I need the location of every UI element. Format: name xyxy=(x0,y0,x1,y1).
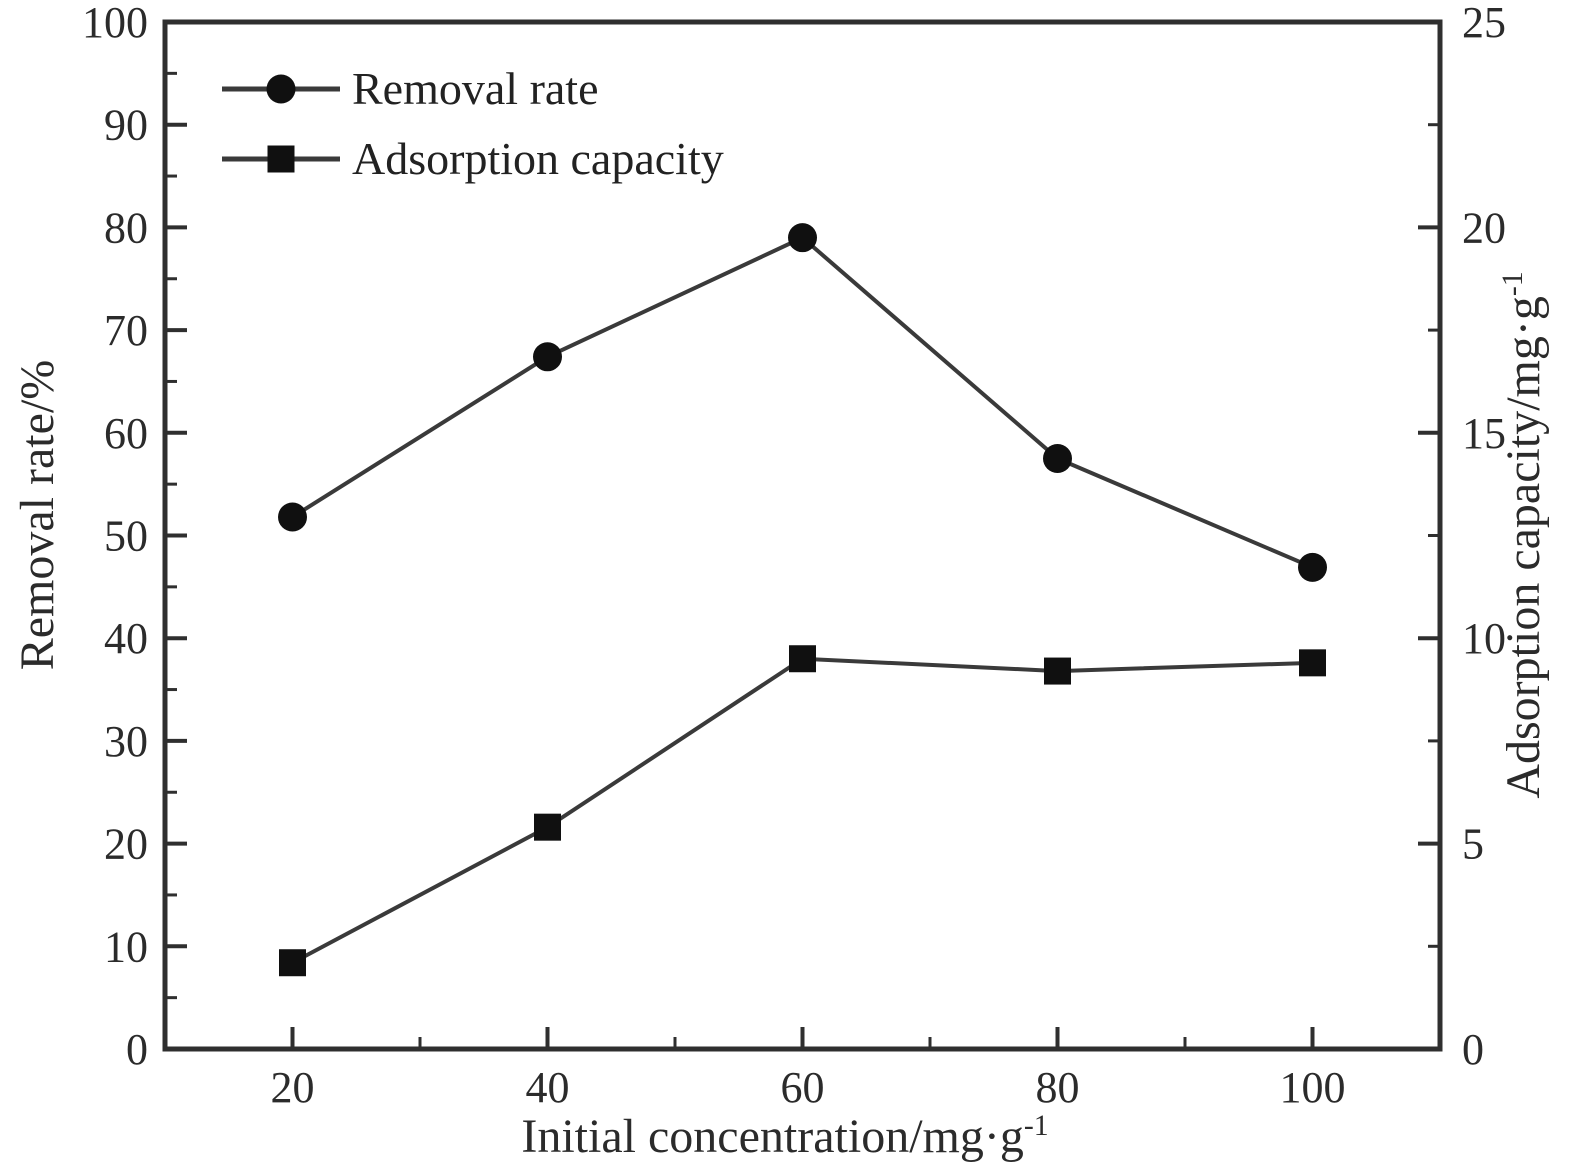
y-right-tick-label: 25 xyxy=(1462,0,1506,47)
y-left-tick-label: 30 xyxy=(104,717,148,766)
y-right-tick-label: 0 xyxy=(1462,1025,1484,1074)
data-point-adsorption-capacity-60 xyxy=(789,645,816,673)
data-point-adsorption-capacity-80 xyxy=(1044,657,1071,685)
y-right-tick-label: 20 xyxy=(1462,203,1506,252)
series-adsorption-capacity xyxy=(279,645,1326,977)
x-tick-label: 100 xyxy=(1280,1063,1346,1112)
y-left-tick-label: 20 xyxy=(104,820,148,869)
x-tick-label: 40 xyxy=(526,1063,570,1112)
y-right-tick-labels: 0 5 10 15 20 25 xyxy=(1462,0,1506,1074)
x-tick-label: 20 xyxy=(271,1063,315,1112)
x-axis-label-text: Initial concentration/mg·g xyxy=(521,1110,1024,1163)
data-point-adsorption-capacity-100 xyxy=(1299,649,1326,677)
y-left-tick-label: 60 xyxy=(104,409,148,458)
y-axis-label-left: Removal rate/% xyxy=(10,359,64,671)
y-left-tick-labels: 0 10 20 30 40 50 60 70 80 90 100 xyxy=(82,0,148,1074)
data-point-adsorption-capacity-40 xyxy=(534,813,561,841)
y-left-tick-label: 0 xyxy=(126,1025,148,1074)
data-point-adsorption-capacity-20 xyxy=(279,949,306,977)
y-axis-label-right-text: Adsorption capacity/mg·g xyxy=(1496,296,1550,799)
data-point-removal-rate-100 xyxy=(1298,552,1327,582)
y-left-tick-label: 100 xyxy=(82,0,148,47)
legend-item-removal-rate: Removal rate xyxy=(352,63,599,114)
legend-marker-removal-rate xyxy=(266,74,296,104)
y-axis-label-right-exponent: -1 xyxy=(1495,271,1529,297)
y-right-tick-label: 15 xyxy=(1462,409,1506,458)
y-left-tick-label: 50 xyxy=(104,512,148,561)
x-axis-label-exponent: -1 xyxy=(1023,1109,1049,1142)
series-line-adsorption-capacity xyxy=(291,656,1313,965)
legend-marker-adsorption-capacity xyxy=(267,145,295,173)
data-point-removal-rate-20 xyxy=(278,502,307,532)
series-line-removal-rate xyxy=(291,235,1314,570)
x-tick-labels: 20 40 60 80 100 xyxy=(271,1063,1346,1112)
y-left-tick-label: 80 xyxy=(104,203,148,252)
series-removal-rate xyxy=(278,223,1327,582)
data-point-removal-rate-80 xyxy=(1043,443,1072,473)
y-left-tick-label: 90 xyxy=(104,101,148,150)
x-tick-label: 60 xyxy=(781,1063,825,1112)
y-axis-label-right: Adsorption capacity/mg·g-1 xyxy=(1495,271,1550,799)
legend-item-adsorption-capacity: Adsorption capacity xyxy=(352,133,724,184)
y-right-ticks xyxy=(1418,20,1440,1051)
x-axis-ticks xyxy=(290,1027,1315,1049)
y-left-ticks xyxy=(165,20,187,1051)
y-right-tick-label: 10 xyxy=(1462,614,1506,663)
x-tick-label: 80 xyxy=(1036,1063,1080,1112)
plot-frame xyxy=(162,19,1443,1052)
legend: Removal rate Adsorption capacity xyxy=(352,0,952,200)
data-point-removal-rate-40 xyxy=(533,342,562,372)
legend-glyphs xyxy=(222,74,340,173)
y-left-tick-label: 10 xyxy=(104,922,148,971)
y-left-tick-label: 70 xyxy=(104,306,148,355)
data-point-removal-rate-60 xyxy=(788,223,817,253)
x-axis-label: Initial concentration/mg·g-1 xyxy=(165,1109,1405,1163)
y-left-tick-label: 40 xyxy=(104,614,148,663)
y-right-tick-label: 5 xyxy=(1462,820,1484,869)
